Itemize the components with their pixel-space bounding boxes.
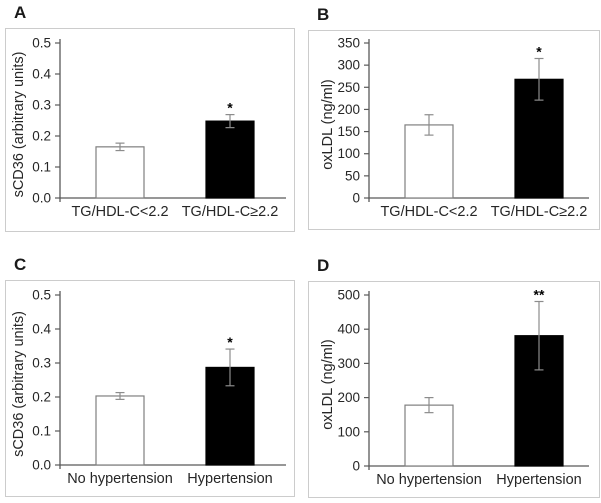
panel-frame-C: 0.0 0.1 0.2 0.3 0.4 0.5 sCD36 (arbitrary units… xyxy=(5,280,295,497)
y-tick-label: 150 xyxy=(337,124,360,139)
y-tick-label: 0.3 xyxy=(32,356,51,371)
panel-letter-C: C xyxy=(14,255,27,274)
y-tick-label: 400 xyxy=(337,322,360,337)
y-tick-label: 0.4 xyxy=(32,322,51,337)
y-tick-label: 100 xyxy=(337,424,360,439)
category-label: TG/HDL-C≥2.2 xyxy=(491,204,588,220)
bar xyxy=(404,404,454,467)
panel-frame-A: 0.0 0.1 0.2 0.3 0.4 0.5 sCD36 (arbitrary units… xyxy=(5,28,295,232)
y-tick-label: 100 xyxy=(337,146,360,161)
category-label: No hypertension xyxy=(67,471,173,487)
panel-frame-D: 0 100 200 300 400 500 oxLDL (ng/ml) No hyperten… xyxy=(308,281,600,498)
y-tick-label: 200 xyxy=(337,102,360,117)
y-axis-title: oxLDL (ng/ml) xyxy=(320,79,336,170)
bar-chart-scd36-hypertension: 0.0 0.1 0.2 0.3 0.4 0.5 sCD36 (arbitrary units… xyxy=(11,288,286,487)
bar xyxy=(205,120,255,199)
bar xyxy=(95,146,145,199)
y-tick-label: 300 xyxy=(337,58,360,73)
panel-letter-A: A xyxy=(14,3,27,22)
y-axis-title: sCD36 (arbitrary units) xyxy=(11,52,27,198)
y-tick-label: 250 xyxy=(337,80,360,95)
y-tick-label: 0.3 xyxy=(32,98,51,113)
y-tick-label: 500 xyxy=(337,288,360,303)
category-label: TG/HDL-C<2.2 xyxy=(71,204,168,220)
category-label: No hypertension xyxy=(376,472,482,488)
bar-chart-oxldl-hypertension: 0 100 200 300 400 500 oxLDL (ng/ml) No hyperten… xyxy=(320,286,589,488)
y-tick-label: 0.2 xyxy=(32,390,51,405)
bar xyxy=(95,395,145,466)
panel-A: A 0.0 0.1 0.2 0.3 0.4 0.5 sCD36 (arbitrary uni… xyxy=(5,4,295,236)
y-tick-label: 0.5 xyxy=(32,288,51,303)
y-tick-label: 200 xyxy=(337,390,360,405)
panel-frame-B: 0 50 100 150 200 250 300 350 oxLDL (ng/ml) TG/HDL… xyxy=(308,30,600,230)
y-tick-label: 0 xyxy=(352,459,360,474)
y-tick-label: 0.1 xyxy=(32,424,51,439)
significance-marker: * xyxy=(227,100,233,116)
panel-B: B 0 50 100 150 200 250 300 350 oxLDL (ng/ml) TG/H… xyxy=(308,6,600,234)
bar xyxy=(404,124,454,199)
y-tick-label: 350 xyxy=(337,36,360,51)
category-label: Hypertension xyxy=(496,472,581,488)
y-tick-label: 0.4 xyxy=(32,67,51,82)
y-tick-label: 0.1 xyxy=(32,160,51,175)
significance-marker: * xyxy=(536,44,542,60)
y-tick-label: 0.5 xyxy=(32,36,51,51)
significance-marker: * xyxy=(227,334,233,350)
bar-chart-oxldl-tg-hdl: 0 50 100 150 200 250 300 350 oxLDL (ng/ml) TG/HDL… xyxy=(320,36,589,220)
category-label: Hypertension xyxy=(187,471,272,487)
y-tick-label: 300 xyxy=(337,356,360,371)
y-tick-label: 50 xyxy=(345,168,360,183)
panel-D: D 0 100 200 300 400 500 oxLDL (ng/ml) No hypert… xyxy=(308,257,600,502)
y-tick-label: 0.0 xyxy=(32,458,51,473)
panel-C: C 0.0 0.1 0.2 0.3 0.4 0.5 sCD36 (arbitrary uni… xyxy=(5,256,295,501)
y-axis-title: sCD36 (arbitrary units) xyxy=(11,311,27,457)
y-tick-label: 0 xyxy=(352,191,360,206)
y-tick-label: 0.0 xyxy=(32,191,51,206)
y-axis-title: oxLDL (ng/ml) xyxy=(320,339,336,430)
bar-chart-scd36-tg-hdl: 0.0 0.1 0.2 0.3 0.4 0.5 sCD36 (arbitrary units… xyxy=(11,36,286,220)
category-label: TG/HDL-C<2.2 xyxy=(380,204,477,220)
y-tick-label: 0.2 xyxy=(32,129,51,144)
significance-marker: ** xyxy=(534,286,545,302)
panel-letter-D: D xyxy=(317,256,330,275)
category-label: TG/HDL-C≥2.2 xyxy=(182,204,279,220)
panel-letter-B: B xyxy=(317,5,330,24)
